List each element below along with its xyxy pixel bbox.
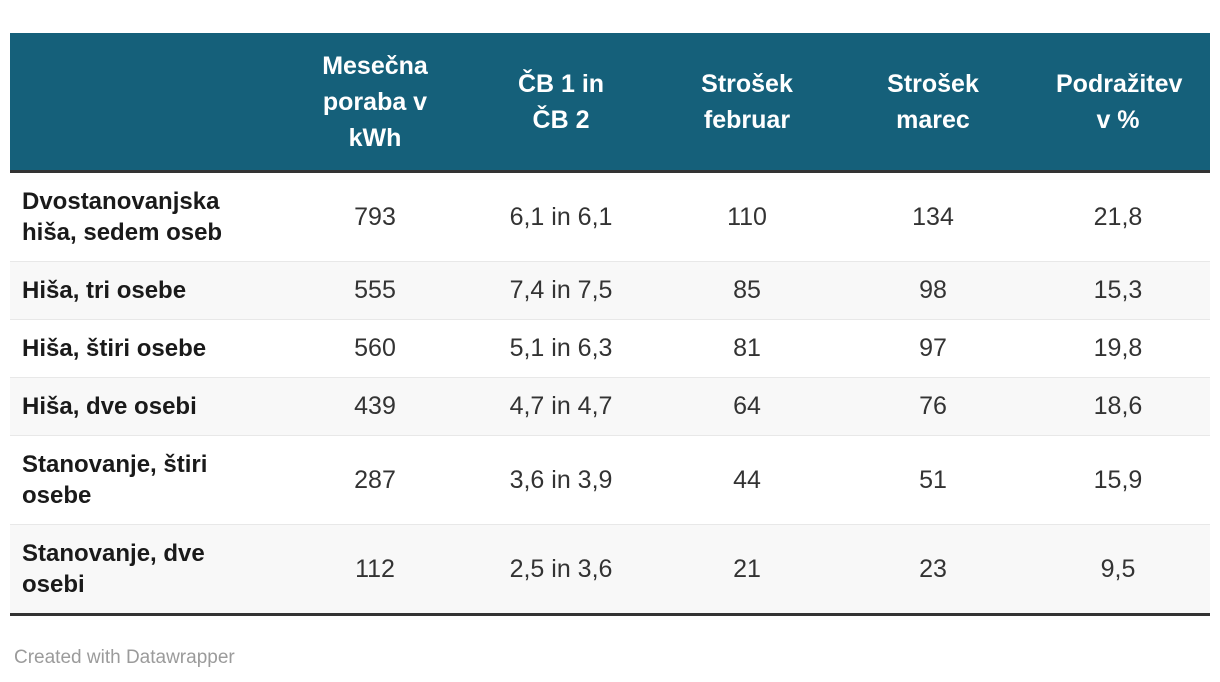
- table-header: Mesečna poraba v kWh ČB 1 in ČB 2 Stroše…: [10, 33, 1210, 173]
- cell-februar: 44: [733, 465, 761, 494]
- header-row: Mesečna poraba v kWh ČB 1 in ČB 2 Stroše…: [10, 33, 1210, 173]
- row-label: Stanovanje, štiri osebe: [22, 451, 208, 509]
- attribution: Created with Datawrapper: [14, 647, 235, 669]
- table-row: Stanovanje, dve osebi 112 2,5 in 3,6 21 …: [10, 524, 1210, 615]
- table-body: Dvostanovanjska hiša, sedem oseb 793 6,1…: [10, 172, 1210, 615]
- cell-cb: 2,5 in 3,6: [509, 554, 613, 583]
- cell-poraba: 287: [354, 465, 396, 494]
- cell-podrazitev: 9,5: [1100, 554, 1136, 583]
- cell-podrazitev: 15,9: [1093, 465, 1143, 494]
- table-row: Hiša, dve osebi 439 4,7 in 4,7 64 76 18,…: [10, 377, 1210, 436]
- column-header-strosek-februar: Strošek februar: [654, 33, 840, 173]
- cell-poraba: 439: [354, 392, 396, 420]
- cell-podrazitev: 18,6: [1093, 392, 1143, 420]
- table-row: Stanovanje, štiri osebe 287 3,6 in 3,9 4…: [10, 435, 1210, 525]
- column-header-mesecna-poraba: Mesečna poraba v kWh: [282, 33, 468, 173]
- row-label: Dvostanovanjska hiša, sedem oseb: [22, 188, 223, 246]
- row-label: Hiša, dve osebi: [22, 393, 197, 420]
- row-label: Hiša, tri osebe: [22, 277, 187, 304]
- cell-podrazitev: 21,8: [1093, 202, 1143, 231]
- cell-marec: 134: [912, 202, 954, 231]
- cell-podrazitev: 15,3: [1093, 276, 1143, 304]
- row-label: Stanovanje, dve osebi: [22, 540, 205, 598]
- data-table: Mesečna poraba v kWh ČB 1 in ČB 2 Stroše…: [10, 33, 1210, 616]
- column-header-strosek-marec: Strošek marec: [840, 33, 1026, 173]
- cell-cb: 5,1 in 6,3: [509, 334, 613, 362]
- column-header-empty: [10, 33, 282, 173]
- cell-cb: 4,7 in 4,7: [509, 392, 613, 420]
- cell-marec: 98: [919, 276, 947, 304]
- cell-poraba: 560: [354, 334, 396, 362]
- cell-cb: 6,1 in 6,1: [509, 202, 613, 231]
- row-label: Hiša, štiri osebe: [22, 335, 207, 362]
- cell-poraba: 793: [354, 202, 396, 231]
- datawrapper-attribution-link[interactable]: Created with Datawrapper: [14, 647, 235, 668]
- cell-podrazitev: 19,8: [1093, 334, 1143, 362]
- cell-marec: 23: [919, 554, 947, 583]
- cell-cb: 7,4 in 7,5: [509, 276, 613, 304]
- column-header-podrazitev: Podražitev v %: [1026, 33, 1210, 173]
- cell-februar: 64: [733, 392, 761, 420]
- cell-marec: 51: [919, 465, 947, 494]
- column-header-cb1-cb2: ČB 1 in ČB 2: [468, 33, 654, 173]
- cell-marec: 76: [919, 392, 947, 420]
- table-row: Hiša, tri osebe 555 7,4 in 7,5 85 98 15,…: [10, 261, 1210, 320]
- table-row: Hiša, štiri osebe 560 5,1 in 6,3 81 97 1…: [10, 319, 1210, 378]
- cell-februar: 21: [733, 554, 761, 583]
- cell-cb: 3,6 in 3,9: [509, 465, 613, 494]
- cell-poraba: 112: [355, 554, 395, 583]
- cell-februar: 110: [727, 202, 767, 231]
- cell-februar: 85: [733, 276, 761, 304]
- cell-februar: 81: [733, 334, 761, 362]
- table-row: Dvostanovanjska hiša, sedem oseb 793 6,1…: [10, 172, 1210, 262]
- cell-marec: 97: [919, 334, 947, 362]
- cell-poraba: 555: [354, 276, 396, 304]
